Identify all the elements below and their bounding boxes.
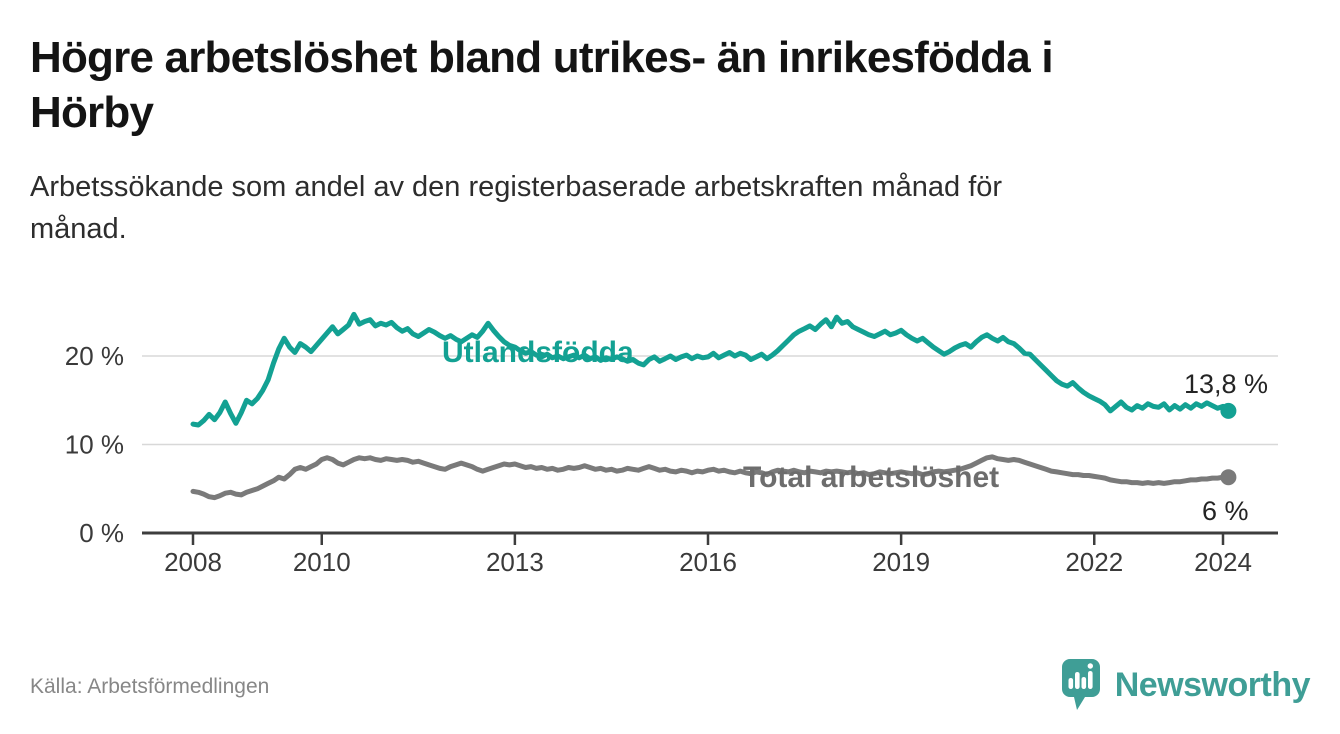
bar-3 xyxy=(1081,677,1086,689)
newsworthy-speech-bubble-bar-chart-icon xyxy=(1061,659,1100,710)
y-tick-label-10: 10 % xyxy=(65,430,124,460)
brand-logo: Newsworthy xyxy=(1060,657,1311,713)
x-tick-label-2022: 2022 xyxy=(1065,547,1123,577)
end-value-label-total: 6 % xyxy=(1202,496,1249,526)
x-tick-label-2016: 2016 xyxy=(679,547,737,577)
series-label-total-arbetsloshet: Total arbetslöshet xyxy=(743,461,1000,494)
series-label-utlandsfodda: Utlandsfödda xyxy=(442,336,634,369)
page-title: Högre arbetslöshet bland utrikes- än inr… xyxy=(30,30,1315,140)
line-series-1 xyxy=(190,454,1231,501)
end-dot-series-0 xyxy=(1220,402,1237,419)
x-tick-label-2010: 2010 xyxy=(293,547,351,577)
speech-bubble-shape xyxy=(1061,659,1100,710)
source-note: Källa: Arbetsförmedlingen xyxy=(30,675,270,698)
y-tick-label-0: 0 % xyxy=(79,518,124,548)
page-title-line-1: Högre arbetslöshet bland utrikes- än inr… xyxy=(30,33,1054,82)
end-dot-series-1 xyxy=(1220,469,1237,486)
line-series-0 xyxy=(190,311,1231,428)
brand-name: Newsworthy xyxy=(1114,665,1311,704)
end-value-label-utlandsfodda: 13,8 % xyxy=(1184,369,1269,399)
x-tick-label-2019: 2019 xyxy=(872,547,930,577)
exclamation-dot xyxy=(1087,663,1093,669)
bar-1 xyxy=(1068,678,1073,689)
chart-subtitle-line-2: månad. xyxy=(30,213,127,245)
chart-subtitle: Arbetssökande som andel av den registerb… xyxy=(30,166,1270,250)
chart-subtitle-line-1: Arbetssökande som andel av den registerb… xyxy=(30,171,1003,203)
x-tick-label-2008: 2008 xyxy=(164,547,222,577)
page-title-line-2: Hörby xyxy=(30,88,154,137)
y-tick-label-20: 20 % xyxy=(65,341,124,371)
x-tick-label-2013: 2013 xyxy=(486,547,544,577)
bar-2 xyxy=(1074,672,1080,689)
x-tick-label-2024: 2024 xyxy=(1194,547,1252,577)
exclamation-bar xyxy=(1087,671,1093,689)
